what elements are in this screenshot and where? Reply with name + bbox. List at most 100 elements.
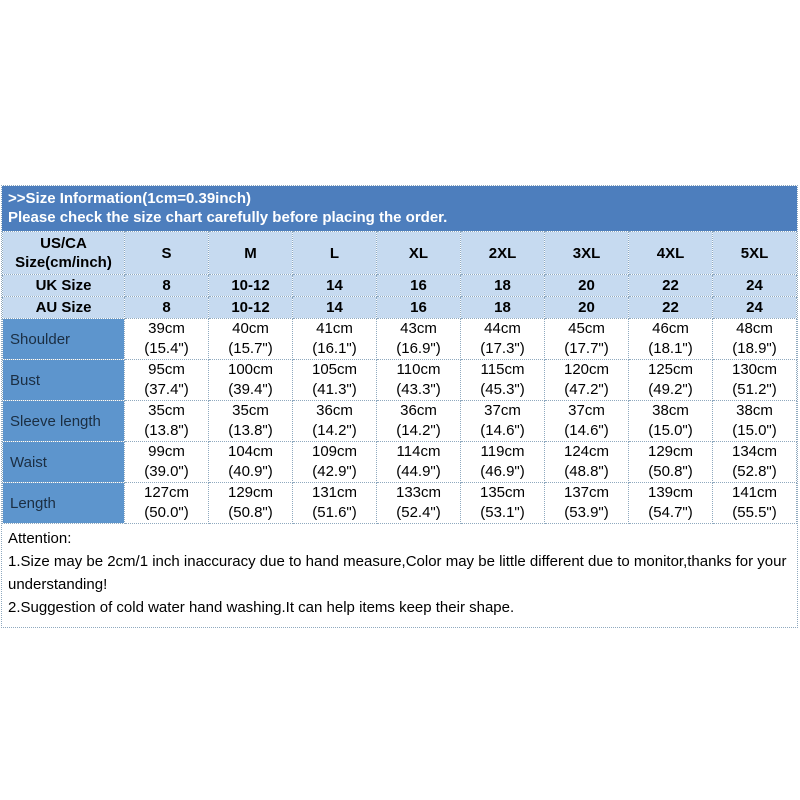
- measurement-cm: 95cm: [148, 361, 185, 378]
- size-col-header: S: [124, 231, 209, 275]
- measurement-cell: 109cm (42.9"): [292, 441, 377, 483]
- measurement-cm: 35cm: [232, 402, 269, 419]
- measurement-label: Bust: [2, 359, 125, 401]
- measurement-inch: (50.8"): [648, 463, 693, 480]
- measurement-inch: (51.6"): [312, 504, 357, 521]
- attention-title: Attention:: [8, 530, 72, 547]
- measurement-cm: 137cm: [563, 484, 610, 501]
- size-col-header: 4XL: [628, 231, 713, 275]
- size-col-header: XL: [376, 231, 461, 275]
- measurement-cell: 130cm (51.2"): [712, 359, 797, 401]
- measurement-inch: (13.8"): [144, 422, 189, 439]
- measurement-cm: 141cm: [731, 484, 778, 501]
- measurement-cell: 37cm (14.6"): [544, 400, 629, 442]
- measurement-inch: (15.0"): [648, 422, 693, 439]
- measurement-cm: 104cm: [227, 443, 274, 460]
- size-value-cell: 10-12: [208, 296, 293, 319]
- measurement-inch: (41.3"): [312, 381, 357, 398]
- measurement-inch: (48.8"): [564, 463, 609, 480]
- size-value-cell: 8: [124, 296, 209, 319]
- measurement-inch: (47.2"): [564, 381, 609, 398]
- measurement-cell: 110cm (43.3"): [376, 359, 461, 401]
- size-value-cell: 24: [712, 274, 797, 297]
- measurement-cell: 114cm (44.9"): [376, 441, 461, 483]
- measurement-cell: 39cm (15.4"): [124, 318, 209, 360]
- measurement-cm: 120cm: [563, 361, 610, 378]
- measurement-inch: (14.2"): [396, 422, 441, 439]
- size-chart: >>Size Information(1cm=0.39inch) Please …: [1, 185, 798, 628]
- size-value-cell: 22: [628, 296, 713, 319]
- banner: >>Size Information(1cm=0.39inch) Please …: [2, 186, 797, 231]
- size-value-cell: 8: [124, 274, 209, 297]
- measurement-cell: 41cm (16.1"): [292, 318, 377, 360]
- size-value-cell: 16: [376, 296, 461, 319]
- measurement-inch: (14.2"): [312, 422, 357, 439]
- measurement-cell: 119cm (46.9"): [460, 441, 545, 483]
- measurement-cell: 131cm (51.6"): [292, 482, 377, 524]
- measurement-label: Waist: [2, 441, 125, 483]
- size-value-cell: 22: [628, 274, 713, 297]
- measurement-cell: 45cm (17.7"): [544, 318, 629, 360]
- measurement-row: Waist 99cm (39.0") 104cm (40.9") 109cm (42.9")…: [2, 441, 797, 483]
- measurement-cm: 127cm: [143, 484, 190, 501]
- size-value-cell: 14: [292, 274, 377, 297]
- measurement-cm: 99cm: [148, 443, 185, 460]
- measurement-cm: 135cm: [479, 484, 526, 501]
- measurement-row: Length 127cm (50.0") 129cm (50.8") 131cm (51.6…: [2, 482, 797, 524]
- measurement-cell: 44cm (17.3"): [460, 318, 545, 360]
- measurement-cell: 95cm (37.4"): [124, 359, 209, 401]
- measurement-cell: 38cm (15.0"): [712, 400, 797, 442]
- corner-header: US/CA Size(cm/inch): [2, 231, 125, 275]
- size-value-cell: 18: [460, 296, 545, 319]
- measurement-inch: (50.0"): [144, 504, 189, 521]
- measurement-cm: 114cm: [396, 443, 441, 460]
- measurement-inch: (37.4"): [144, 381, 189, 398]
- measurement-inch: (45.3"): [480, 381, 525, 398]
- measurement-cm: 43cm: [400, 320, 437, 337]
- measurement-cm: 40cm: [232, 320, 269, 337]
- measurement-inch: (53.1"): [480, 504, 525, 521]
- measurement-cell: 43cm (16.9"): [376, 318, 461, 360]
- measurement-inch: (52.4"): [396, 504, 441, 521]
- measurement-cm: 119cm: [480, 443, 525, 460]
- measurement-cell: 137cm (53.9"): [544, 482, 629, 524]
- measurement-inch: (42.9"): [312, 463, 357, 480]
- measurement-inch: (15.4"): [144, 340, 189, 357]
- measurement-row: Bust 95cm (37.4") 100cm (39.4") 105cm (41.3") 1…: [2, 359, 797, 401]
- size-value-cell: 10-12: [208, 274, 293, 297]
- measurement-cm: 100cm: [227, 361, 274, 378]
- size-col-header: M: [208, 231, 293, 275]
- size-value-cell: 20: [544, 274, 629, 297]
- attention-note: Attention: 1.Size may be 2cm/1 inch inac…: [2, 524, 797, 627]
- measurement-row: Sleeve length 35cm (13.8") 35cm (13.8") 36cm (…: [2, 400, 797, 442]
- measurement-cell: 48cm (18.9"): [712, 318, 797, 360]
- measurement-cm: 35cm: [148, 402, 185, 419]
- measurement-inch: (53.9"): [564, 504, 609, 521]
- measurement-inch: (39.4"): [228, 381, 273, 398]
- measurement-cell: 135cm (53.1"): [460, 482, 545, 524]
- measurement-cell: 125cm (49.2"): [628, 359, 713, 401]
- measurement-inch: (14.6"): [480, 422, 525, 439]
- measurement-cm: 38cm: [652, 402, 689, 419]
- measurement-label: Length: [2, 482, 125, 524]
- measurement-cell: 37cm (14.6"): [460, 400, 545, 442]
- measurement-label: Shoulder: [2, 318, 125, 360]
- measurement-inch: (17.3"): [480, 340, 525, 357]
- attention-line-1: 1.Size may be 2cm/1 inch inaccuracy due …: [8, 553, 787, 593]
- measurement-inch: (46.9"): [480, 463, 525, 480]
- measurement-cm: 37cm: [484, 402, 521, 419]
- measurement-cell: 35cm (13.8"): [208, 400, 293, 442]
- measurement-inch: (15.0"): [732, 422, 777, 439]
- measurement-cell: 129cm (50.8"): [628, 441, 713, 483]
- size-value-cell: 18: [460, 274, 545, 297]
- measurement-cell: 40cm (15.7"): [208, 318, 293, 360]
- measurement-cell: 115cm (45.3"): [460, 359, 545, 401]
- measurement-inch: (18.1"): [648, 340, 693, 357]
- measurement-cell: 133cm (52.4"): [376, 482, 461, 524]
- measurement-cm: 129cm: [647, 443, 694, 460]
- measurement-cell: 36cm (14.2"): [292, 400, 377, 442]
- measurement-row: Shoulder 39cm (15.4") 40cm (15.7") 41cm (16.1"…: [2, 318, 797, 360]
- measurement-inch: (16.9"): [396, 340, 441, 357]
- measurement-cm: 46cm: [652, 320, 689, 337]
- size-value-cell: 14: [292, 296, 377, 319]
